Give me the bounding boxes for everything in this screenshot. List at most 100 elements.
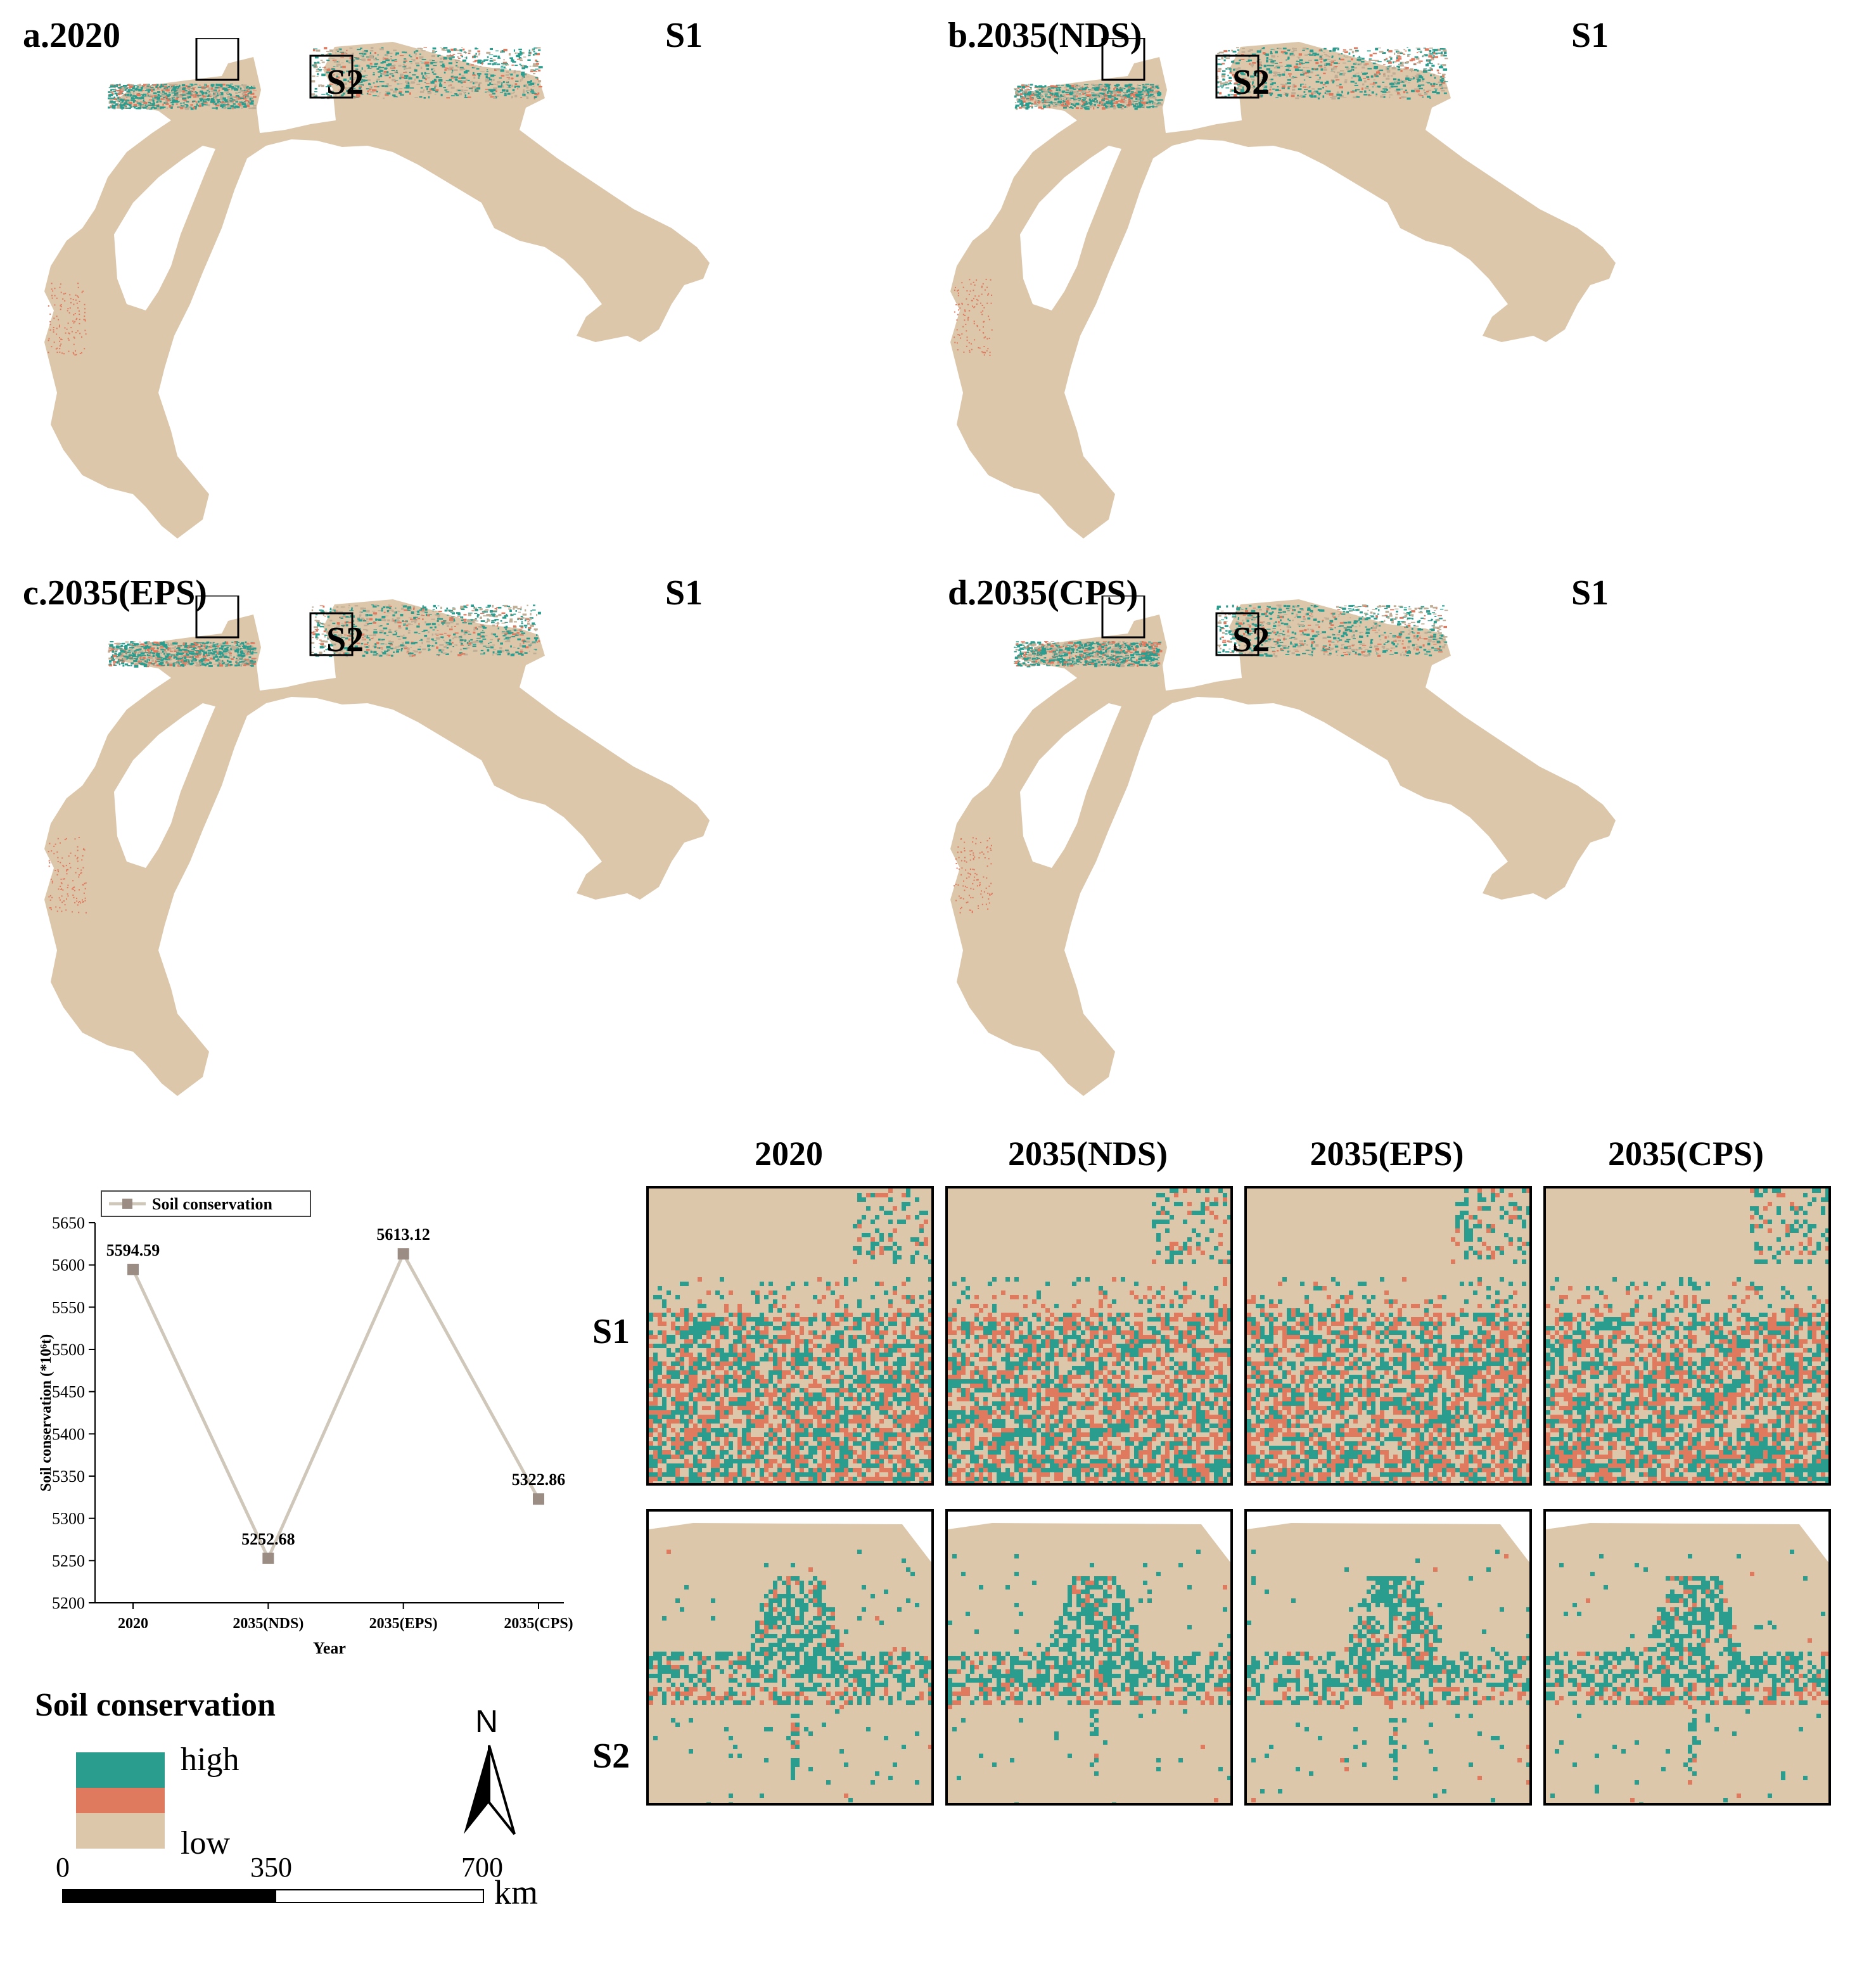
vegetation-pixel [478,53,481,54]
vegetation-pixel [144,85,146,86]
vegetation-pixel [1427,89,1432,91]
vegetation-pixel [433,73,437,75]
vegetation-pixel [156,651,158,654]
vegetation-pixel [241,655,245,657]
vegetation-pixel [511,84,514,87]
vegetation-pixel [1343,49,1346,51]
vegetation-pixel [1422,55,1426,56]
vegetation-pixel [329,53,332,56]
vegetation-pixel [1109,92,1111,94]
vegetation-pixel [1398,51,1402,54]
vegetation-pixel [1057,98,1060,100]
vegetation-pixel [502,81,505,83]
vegetation-pixel [452,646,454,647]
vegetation-pixel [1251,78,1253,80]
vegetation-pixel [227,99,229,102]
vegetation-pixel [1253,87,1255,89]
vegetation-pixel [312,75,316,77]
vegetation-pixel [1127,91,1131,92]
vegetation-pixel [530,89,534,91]
vegetation-pixel [1158,102,1159,105]
vegetation-pixel [193,661,196,663]
vegetation-pixel [986,286,988,288]
vegetation-pixel [325,86,329,87]
vegetation-pixel [200,645,203,647]
vegetation-pixel [186,657,188,658]
vegetation-pixel [1225,81,1228,83]
vegetation-pixel [453,620,456,622]
vegetation-pixel [482,60,485,62]
vegetation-pixel [181,105,184,107]
vegetation-pixel [84,329,86,331]
vegetation-pixel [1305,61,1310,63]
vegetation-pixel [1277,94,1280,97]
vegetation-pixel [966,298,967,300]
vegetation-pixel [523,91,525,94]
vegetation-pixel [56,328,58,329]
vegetation-pixel [1129,93,1132,96]
vegetation-pixel [339,85,341,87]
vegetation-pixel [235,659,239,661]
vegetation-pixel [243,646,246,649]
vegetation-pixel [1037,102,1040,103]
vegetation-pixel [461,81,464,82]
vegetation-pixel [450,95,455,96]
vegetation-pixel [490,74,495,77]
vegetation-pixel [535,53,540,56]
vegetation-pixel [1385,58,1388,60]
vegetation-pixel [357,646,361,649]
vegetation-pixel [1125,95,1129,97]
vegetation-pixel [171,663,175,665]
vegetation-pixel [521,653,524,656]
vegetation-pixel [1037,96,1040,97]
vegetation-pixel [1443,87,1448,89]
vegetation-pixel [966,330,967,332]
vegetation-pixel [533,47,538,49]
vegetation-pixel [243,652,246,653]
vegetation-pixel [79,322,80,324]
vegetation-pixel [967,317,969,319]
vegetation-pixel [520,58,523,60]
vegetation-pixel [374,52,376,54]
vegetation-pixel [385,92,387,94]
vegetation-pixel [1229,91,1232,92]
vegetation-pixel [1329,93,1334,96]
vegetation-pixel [1105,95,1108,97]
vegetation-pixel [147,641,150,643]
vegetation-pixel [449,57,452,60]
vegetation-pixel [220,96,224,99]
vegetation-pixel [1363,94,1368,96]
vegetation-pixel [484,73,488,75]
vegetation-pixel [1427,96,1431,98]
vegetation-pixel [1347,91,1349,94]
vegetation-pixel [136,102,141,104]
vegetation-pixel [1227,74,1229,77]
vegetation-pixel [157,93,160,96]
vegetation-pixel [1334,96,1337,98]
vegetation-pixel [457,53,462,54]
vegetation-pixel [150,647,155,650]
vegetation-pixel [336,84,338,86]
vegetation-pixel [404,75,409,77]
vegetation-pixel [149,107,153,110]
vegetation-pixel [173,98,177,99]
vegetation-pixel [976,326,978,328]
vegetation-pixel [115,645,119,647]
vegetation-pixel [175,86,179,88]
vegetation-pixel [1031,84,1033,86]
vegetation-pixel [1023,96,1024,99]
vegetation-pixel [1443,68,1448,71]
vegetation-pixel [173,87,176,90]
vegetation-pixel [338,60,340,63]
vegetation-pixel [984,289,986,291]
vegetation-pixel [59,348,61,350]
vegetation-pixel [1125,85,1130,87]
vegetation-pixel [957,342,958,344]
vegetation-pixel [158,651,161,653]
vegetation-pixel [1082,101,1087,104]
vegetation-pixel [1114,92,1117,95]
vegetation-pixel [153,644,156,646]
vegetation-pixel [1301,63,1305,64]
vegetation-pixel [1030,94,1035,96]
vegetation-pixel [355,95,360,98]
